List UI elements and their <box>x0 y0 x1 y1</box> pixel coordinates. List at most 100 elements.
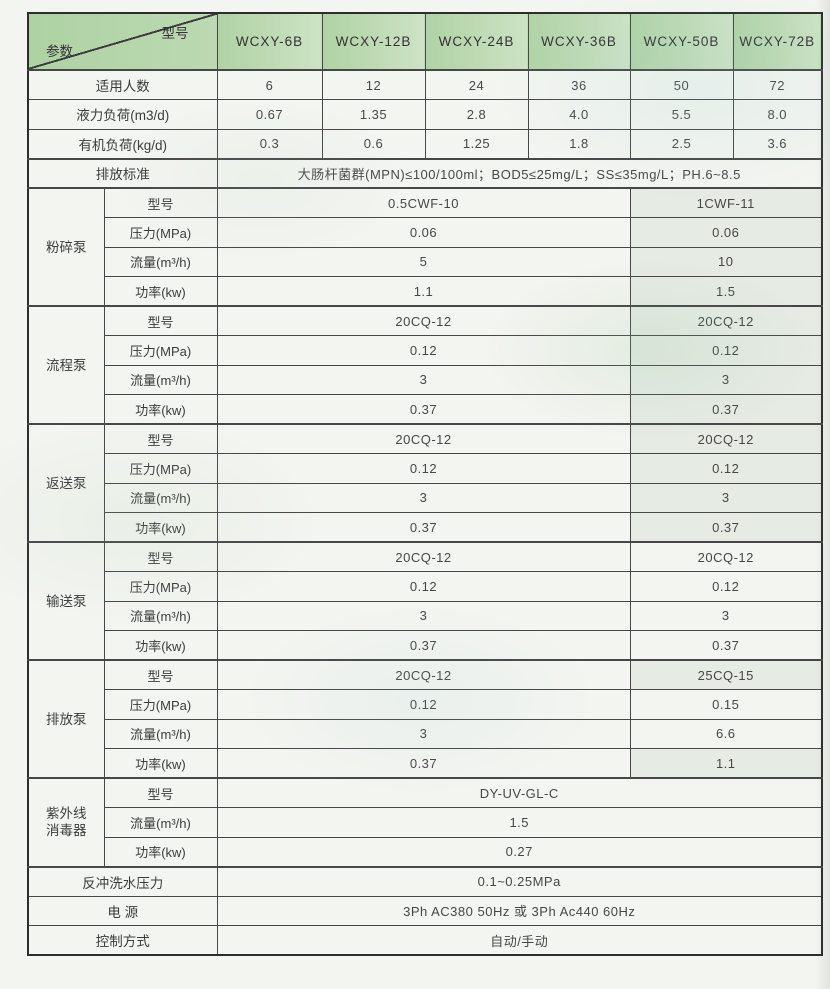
row-power-supply: 电 源 3Ph AC380 50Hz 或 3Ph Ac440 60Hz <box>27 895 823 926</box>
pump-value-right: 6.6 <box>629 718 823 749</box>
model-header: WCXY-36B <box>527 12 631 71</box>
param-value: 2.5 <box>629 128 734 159</box>
model-header: WCXY-24B <box>424 12 529 71</box>
param-label: 反冲洗水压力 <box>27 865 218 897</box>
model-header: WCXY-12B <box>321 12 426 71</box>
param-value: 0.6 <box>321 128 426 159</box>
pump-value-left: 0.12 <box>216 335 631 366</box>
pump-section-row: 排放泵 型号 20CQ-12 25CQ-15 <box>27 659 823 779</box>
sub-label: 流量(m³/h) <box>103 364 218 395</box>
row-discharge-standard: 排放标准 大肠杆菌群(MPN)≤100/100ml；BOD5≤25mg/L；SS… <box>27 157 823 189</box>
pump-section-row: 粉碎泵 型号 0.5CWF-10 1CWF-11 <box>27 187 823 307</box>
row-hydraulic-load: 液力负荷(m3/d) 0.67 1.35 2.8 4.0 5.5 8.0 <box>27 99 823 130</box>
model-header: WCXY-6B <box>216 12 323 71</box>
pump-value-right: 3 <box>629 364 823 395</box>
param-value: 3.6 <box>732 128 823 159</box>
param-value: 50 <box>629 69 734 100</box>
sub-label: 流量(m³/h) <box>103 718 218 749</box>
pump-value-left: 3 <box>216 600 631 631</box>
row-backwash-pressure: 反冲洗水压力 0.1~0.25MPa <box>27 865 823 897</box>
header-row: 型号 参数 WCXY-6B WCXY-12B WCXY-24B WCXY-36B… <box>27 12 823 71</box>
param-value: 72 <box>732 69 823 100</box>
param-value: 自动/手动 <box>216 925 823 956</box>
pump-value-right: 3 <box>629 482 823 513</box>
spec-table: 型号 参数 WCXY-6B WCXY-12B WCXY-24B WCXY-36B… <box>27 12 823 956</box>
pump-section-row: 压力(MPa) 0.12 0.15 <box>28 689 823 720</box>
pump-section-row: 流量(m³/h) 3 6.6 <box>28 718 823 749</box>
pump-section-row: 流量(m³/h) 5 10 <box>28 246 823 277</box>
sub-label: 压力(MPa) <box>103 335 218 366</box>
pump-value-right: 10 <box>629 246 823 277</box>
corner-model-label: 型号 <box>161 26 189 41</box>
discharge-standard-value: 大肠杆菌群(MPN)≤100/100ml；BOD5≤25mg/L；SS≤35mg… <box>216 157 823 189</box>
pump-value-right: 1.1 <box>629 748 823 779</box>
param-label: 有机负荷(kg/d) <box>27 128 218 159</box>
sub-label: 型号 <box>103 659 218 690</box>
sub-label: 功率(kw) <box>103 276 218 307</box>
param-label: 液力负荷(m3/d) <box>27 99 218 130</box>
uv-value: 0.27 <box>216 836 823 867</box>
row-people: 适用人数 6 12 24 36 50 72 <box>27 69 823 100</box>
pump-value-right: 0.12 <box>629 335 823 366</box>
pump-value-right: 20CQ-12 <box>629 305 823 336</box>
param-value: 1.35 <box>321 99 426 130</box>
pump-value-left: 0.37 <box>216 512 631 543</box>
uv-section-row: 功率(kw) 0.27 <box>28 836 823 867</box>
param-value: 0.3 <box>216 128 323 159</box>
param-value: 1.25 <box>424 128 529 159</box>
pump-value-right: 0.12 <box>629 453 823 484</box>
pump-group-label: 排放泵 <box>27 659 105 779</box>
sub-label: 型号 <box>103 305 218 336</box>
pump-section-row: 返送泵 型号 20CQ-12 20CQ-12 <box>27 423 823 543</box>
sub-label: 压力(MPa) <box>103 217 218 248</box>
pump-section-row: 流量(m³/h) 3 3 <box>28 482 823 513</box>
sub-label: 压力(MPa) <box>103 453 218 484</box>
pump-value-right: 0.15 <box>629 689 823 720</box>
pump-value-left: 0.5CWF-10 <box>216 187 631 218</box>
pump-value-left: 0.37 <box>216 748 631 779</box>
pump-value-left: 20CQ-12 <box>216 659 631 690</box>
sub-label: 流量(m³/h) <box>103 600 218 631</box>
sub-label: 型号 <box>103 423 218 454</box>
pump-value-right: 0.12 <box>629 571 823 602</box>
param-value: 12 <box>321 69 426 100</box>
pump-value-left: 0.12 <box>216 453 631 484</box>
param-value: 5.5 <box>629 99 734 130</box>
row-control-mode: 控制方式 自动/手动 <box>27 925 823 956</box>
sub-label: 流量(m³/h) <box>103 482 218 513</box>
corner-param-label: 参数 <box>46 44 73 59</box>
pump-group-label: 输送泵 <box>27 541 105 661</box>
pump-section-row: 压力(MPa) 0.12 0.12 <box>28 453 823 484</box>
uv-section-row: 流量(m³/h) 1.5 <box>28 807 823 838</box>
pump-value-right: 0.37 <box>629 630 823 661</box>
pump-value-right: 0.37 <box>629 394 823 425</box>
pump-value-right: 1.5 <box>629 276 823 307</box>
param-value: 2.8 <box>424 99 529 130</box>
pump-section-row: 功率(kw) 0.37 0.37 <box>28 512 823 543</box>
pump-section-row: 流程泵 型号 20CQ-12 20CQ-12 <box>27 305 823 425</box>
pump-value-left: 0.37 <box>216 630 631 661</box>
param-label: 适用人数 <box>27 69 218 100</box>
sub-label: 型号 <box>103 541 218 572</box>
pump-value-left: 20CQ-12 <box>216 423 631 454</box>
pump-value-left: 20CQ-12 <box>216 305 631 336</box>
pump-section-row: 功率(kw) 0.37 0.37 <box>28 394 823 425</box>
pump-section-row: 功率(kw) 0.37 1.1 <box>28 748 823 779</box>
pump-value-left: 20CQ-12 <box>216 541 631 572</box>
pump-section-row: 流量(m³/h) 3 3 <box>28 364 823 395</box>
uv-value: DY-UV-GL-C <box>216 777 823 808</box>
pump-section-row: 功率(kw) 1.1 1.5 <box>28 276 823 307</box>
param-value: 1.8 <box>527 128 631 159</box>
param-value: 6 <box>216 69 323 100</box>
pump-group-label: 粉碎泵 <box>27 187 105 307</box>
param-value: 8.0 <box>732 99 823 130</box>
param-label: 控制方式 <box>27 925 218 956</box>
sub-label: 压力(MPa) <box>103 571 218 602</box>
param-value: 36 <box>527 69 631 100</box>
pump-value-left: 0.12 <box>216 689 631 720</box>
pump-value-left: 0.12 <box>216 571 631 602</box>
pump-group-label: 返送泵 <box>27 423 105 543</box>
uv-section-row: 紫外线 消毒器 型号 DY-UV-GL-C <box>27 777 823 867</box>
sub-label: 功率(kw) <box>103 630 218 661</box>
